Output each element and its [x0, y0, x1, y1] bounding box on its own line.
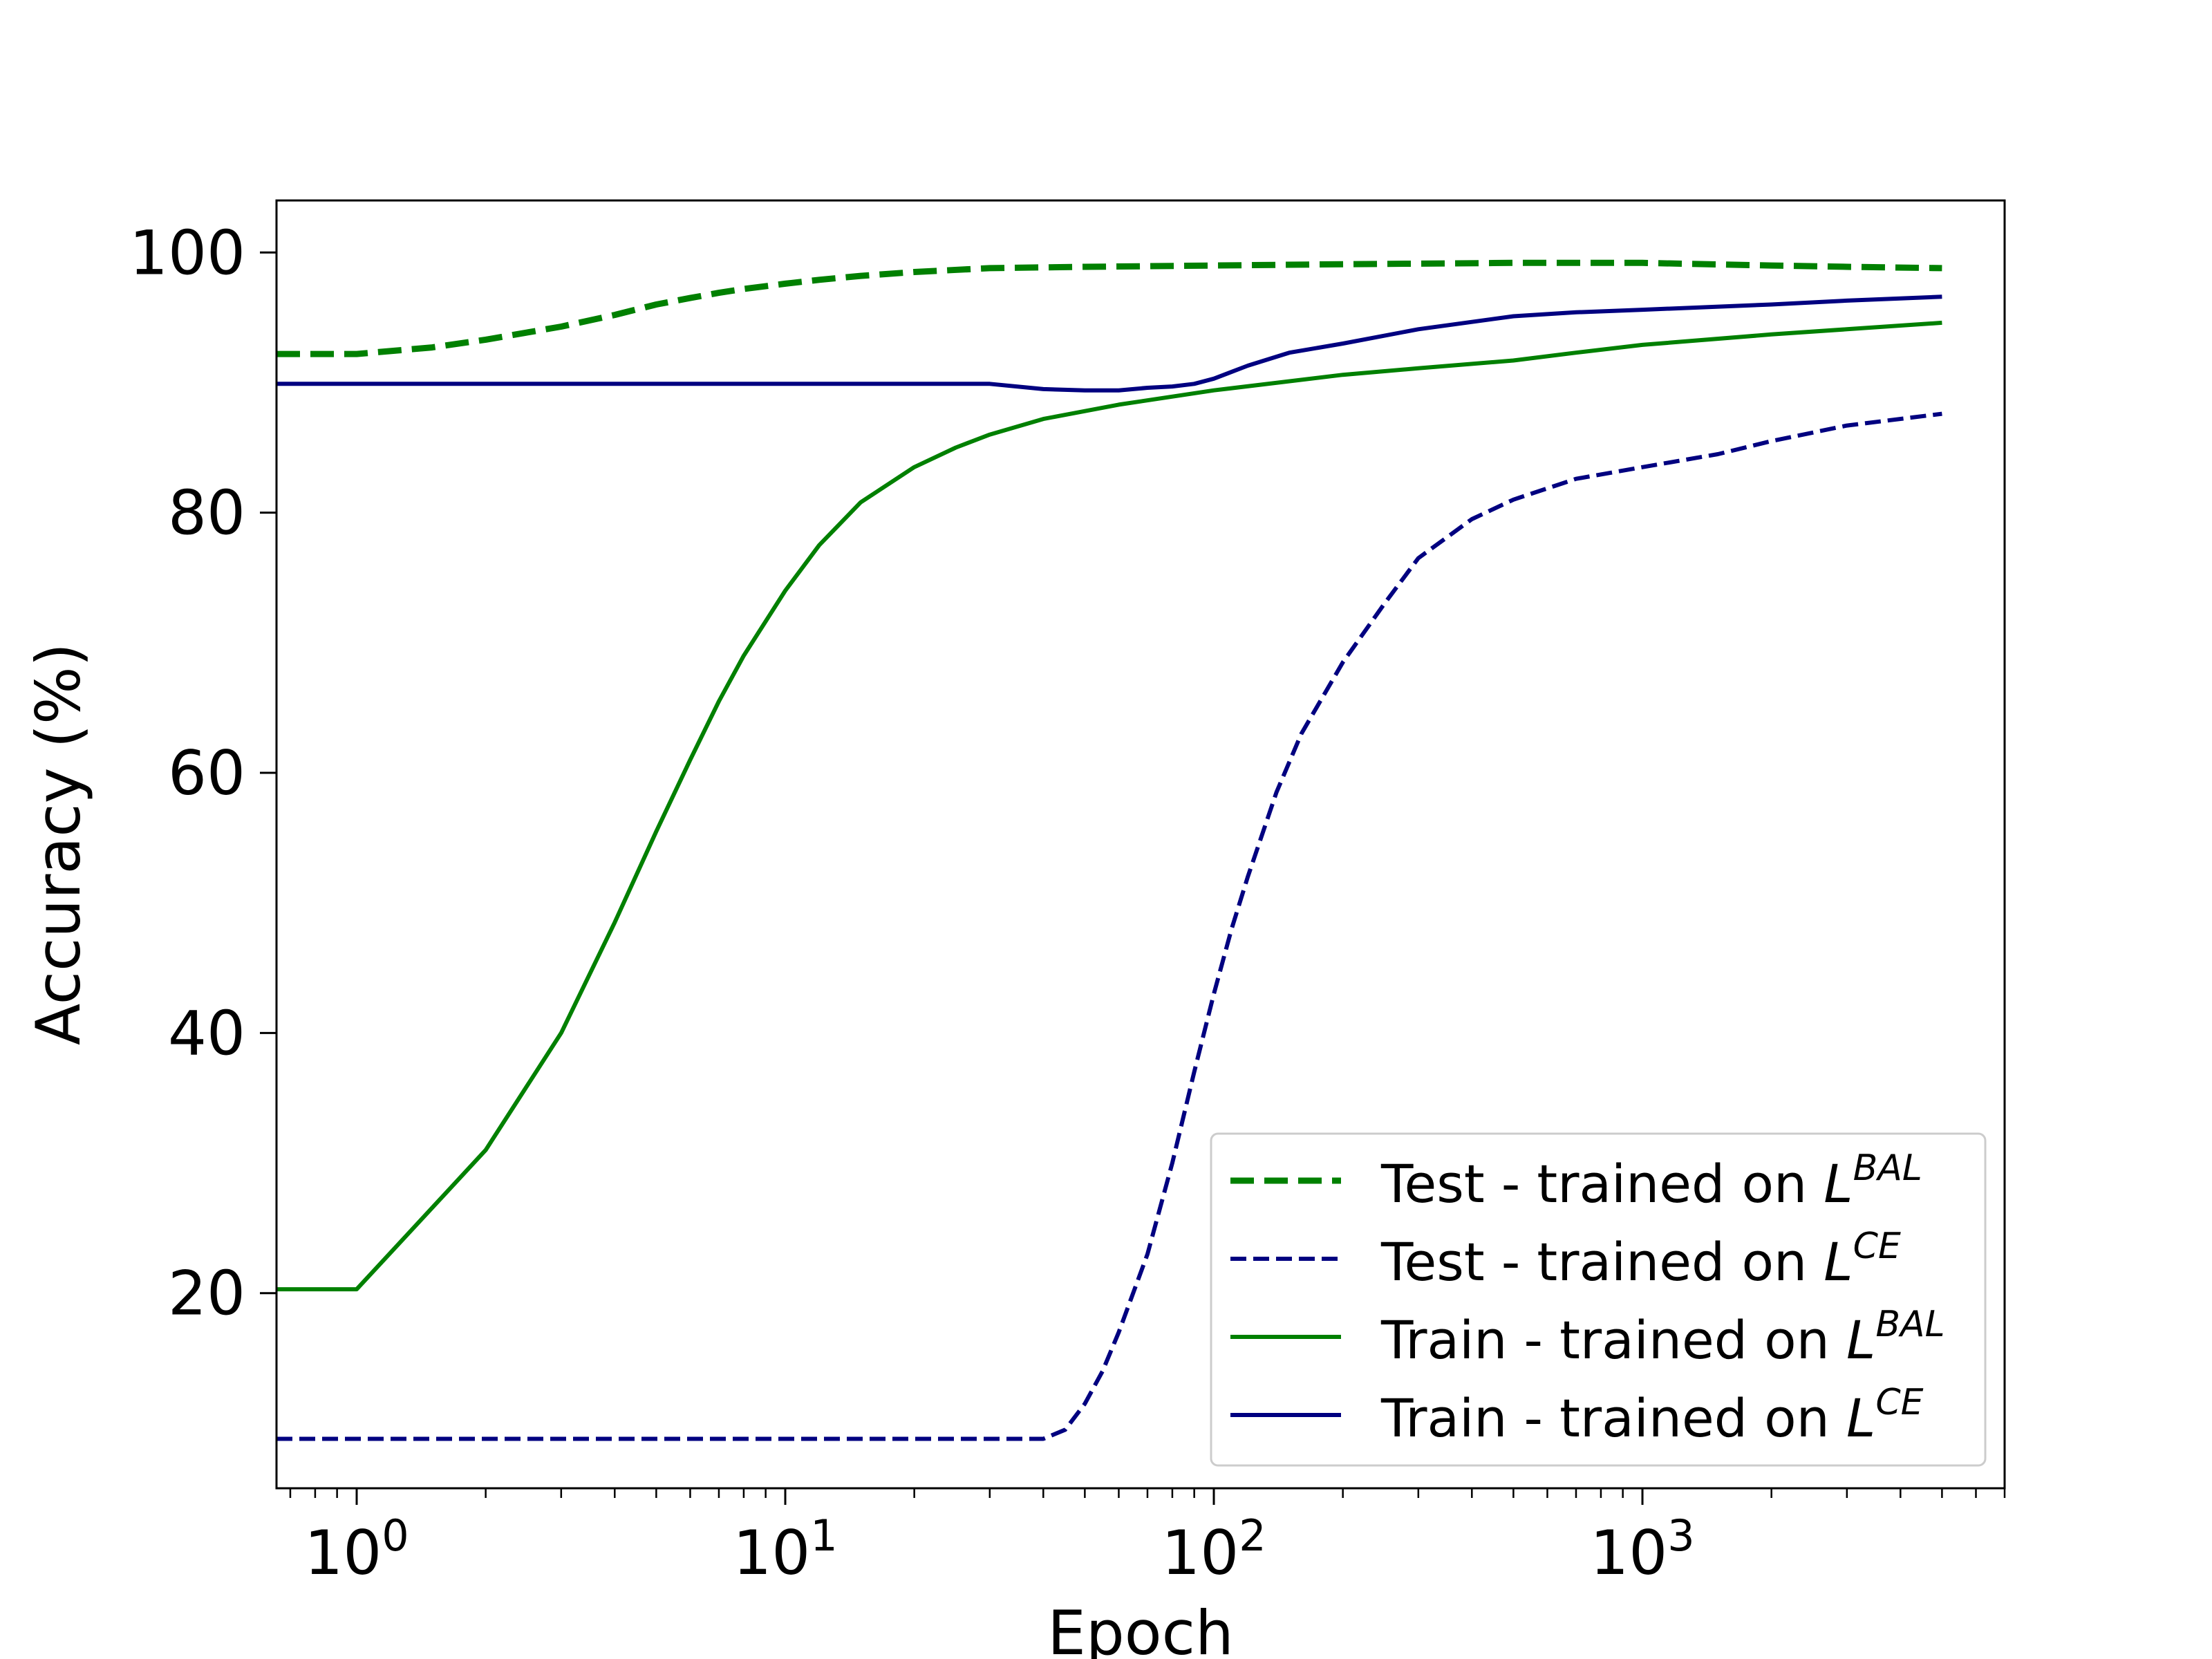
series-line-0 [276, 259, 1942, 357]
legend-label-2: Train - trained on LBAL [1380, 1304, 1945, 1371]
legend-label-1: Test - trained on LCE [1380, 1226, 1901, 1293]
plot-frame [275, 199, 2006, 1490]
series-line-2 [276, 320, 1942, 1292]
x-tick-label: 103 [1590, 1510, 1694, 1588]
plot-lines [276, 259, 1942, 1441]
x-minor-ticks [289, 1488, 2006, 1498]
series-line-3 [276, 294, 1942, 393]
legend-label-3: Train - trained on LCE [1380, 1382, 1924, 1449]
series-line-1 [276, 411, 1942, 1441]
x-tick-label: 101 [733, 1510, 837, 1588]
y-ticks: 20 40 60 80 100 [129, 217, 276, 1329]
y-tick-label: 60 [168, 738, 245, 809]
legend-box [1210, 1132, 1987, 1467]
y-tick-label: 40 [168, 997, 245, 1069]
y-axis-label: Accuracy (%) [23, 643, 94, 1045]
y-tick-label: 20 [168, 1258, 245, 1329]
y-tick-label: 80 [168, 478, 245, 549]
y-tick-label: 100 [129, 217, 245, 288]
legend: Test - trained on LBAL Test - trained on … [1210, 1132, 1987, 1467]
x-axis-label: Epoch [1047, 1597, 1233, 1659]
x-ticks: 100 101 102 103 [304, 1488, 1695, 1588]
x-tick-label: 100 [304, 1510, 409, 1588]
legend-label-0: Test - trained on LBAL [1380, 1147, 1922, 1215]
x-tick-label: 102 [1161, 1510, 1266, 1588]
